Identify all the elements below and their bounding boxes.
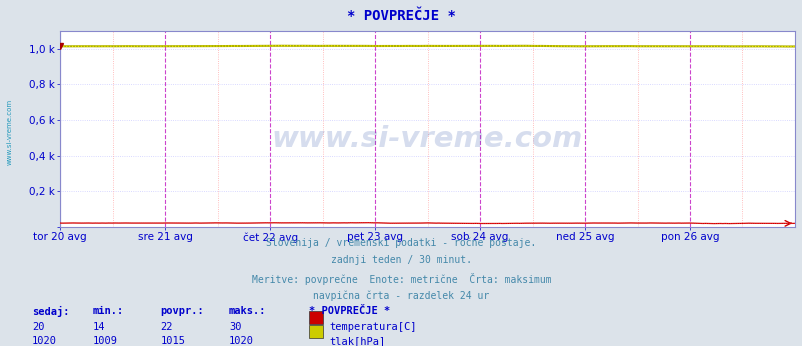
Text: povpr.:: povpr.: [160, 306, 204, 316]
Text: tlak[hPa]: tlak[hPa] [329, 336, 385, 346]
Text: 1015: 1015 [160, 336, 185, 346]
Text: 1020: 1020 [229, 336, 253, 346]
Text: Meritve: povprečne  Enote: metrične  Črta: maksimum: Meritve: povprečne Enote: metrične Črta:… [251, 273, 551, 285]
Text: sedaj:: sedaj: [32, 306, 70, 317]
Text: 14: 14 [92, 322, 105, 333]
Text: 22: 22 [160, 322, 173, 333]
Text: temperatura[C]: temperatura[C] [329, 322, 416, 333]
Text: 30: 30 [229, 322, 241, 333]
Text: Slovenija / vremenski podatki - ročne postaje.: Slovenija / vremenski podatki - ročne po… [266, 237, 536, 247]
Text: 20: 20 [32, 322, 45, 333]
Text: navpična črta - razdelek 24 ur: navpična črta - razdelek 24 ur [313, 291, 489, 301]
Text: maks.:: maks.: [229, 306, 266, 316]
Text: www.si-vreme.com: www.si-vreme.com [6, 98, 12, 165]
Text: zadnji teden / 30 minut.: zadnji teden / 30 minut. [330, 255, 472, 265]
Text: 1009: 1009 [92, 336, 117, 346]
Text: * POVPREČJE *: * POVPREČJE * [346, 9, 456, 22]
Text: * POVPREČJE *: * POVPREČJE * [309, 306, 390, 316]
Text: min.:: min.: [92, 306, 124, 316]
Text: www.si-vreme.com: www.si-vreme.com [272, 125, 582, 153]
Text: 1020: 1020 [32, 336, 57, 346]
